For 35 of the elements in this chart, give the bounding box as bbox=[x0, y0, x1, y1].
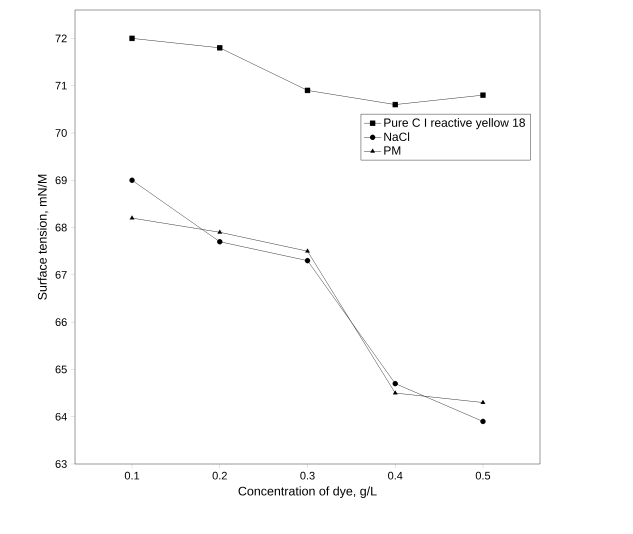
y-tick-label: 65 bbox=[56, 366, 67, 374]
point bbox=[305, 248, 310, 253]
y-tick-label: 72 bbox=[56, 34, 67, 42]
legend-label: NaCl bbox=[384, 132, 410, 142]
point bbox=[129, 36, 135, 42]
legend-label: PM bbox=[384, 146, 400, 155]
y-tick-label: 63 bbox=[56, 460, 67, 468]
y-axis-title: Surface tension, mN/M bbox=[38, 174, 48, 300]
point bbox=[129, 178, 135, 183]
point bbox=[217, 230, 222, 234]
point bbox=[217, 239, 222, 244]
x-tick-label: 0.5 bbox=[476, 472, 490, 480]
point bbox=[480, 92, 486, 98]
y-tick-label: 69 bbox=[56, 176, 67, 184]
x-tick-label: 0.2 bbox=[212, 472, 227, 480]
point bbox=[304, 258, 310, 264]
point bbox=[392, 102, 398, 108]
y-tick-label: 71 bbox=[56, 82, 67, 90]
point bbox=[392, 390, 398, 395]
y-tick-label: 70 bbox=[56, 129, 67, 137]
x-tick-label: 0.3 bbox=[300, 472, 315, 480]
x-tick-label: 0.1 bbox=[124, 472, 140, 480]
legend-label: Pure C I reactive yellow 18 bbox=[384, 118, 525, 130]
y-tick-label: 68 bbox=[56, 224, 67, 232]
x-tick-label: 0.4 bbox=[388, 472, 403, 480]
point bbox=[304, 88, 310, 94]
y-tick-label: 66 bbox=[56, 318, 67, 326]
point bbox=[130, 215, 134, 220]
point bbox=[480, 418, 486, 424]
point bbox=[217, 45, 222, 51]
y-tick-label: 64 bbox=[56, 412, 67, 421]
point bbox=[392, 380, 398, 386]
point bbox=[480, 400, 486, 404]
y-tick-label: 67 bbox=[56, 270, 67, 279]
x-axis-title: Concentration of dye, g/L bbox=[238, 486, 377, 498]
